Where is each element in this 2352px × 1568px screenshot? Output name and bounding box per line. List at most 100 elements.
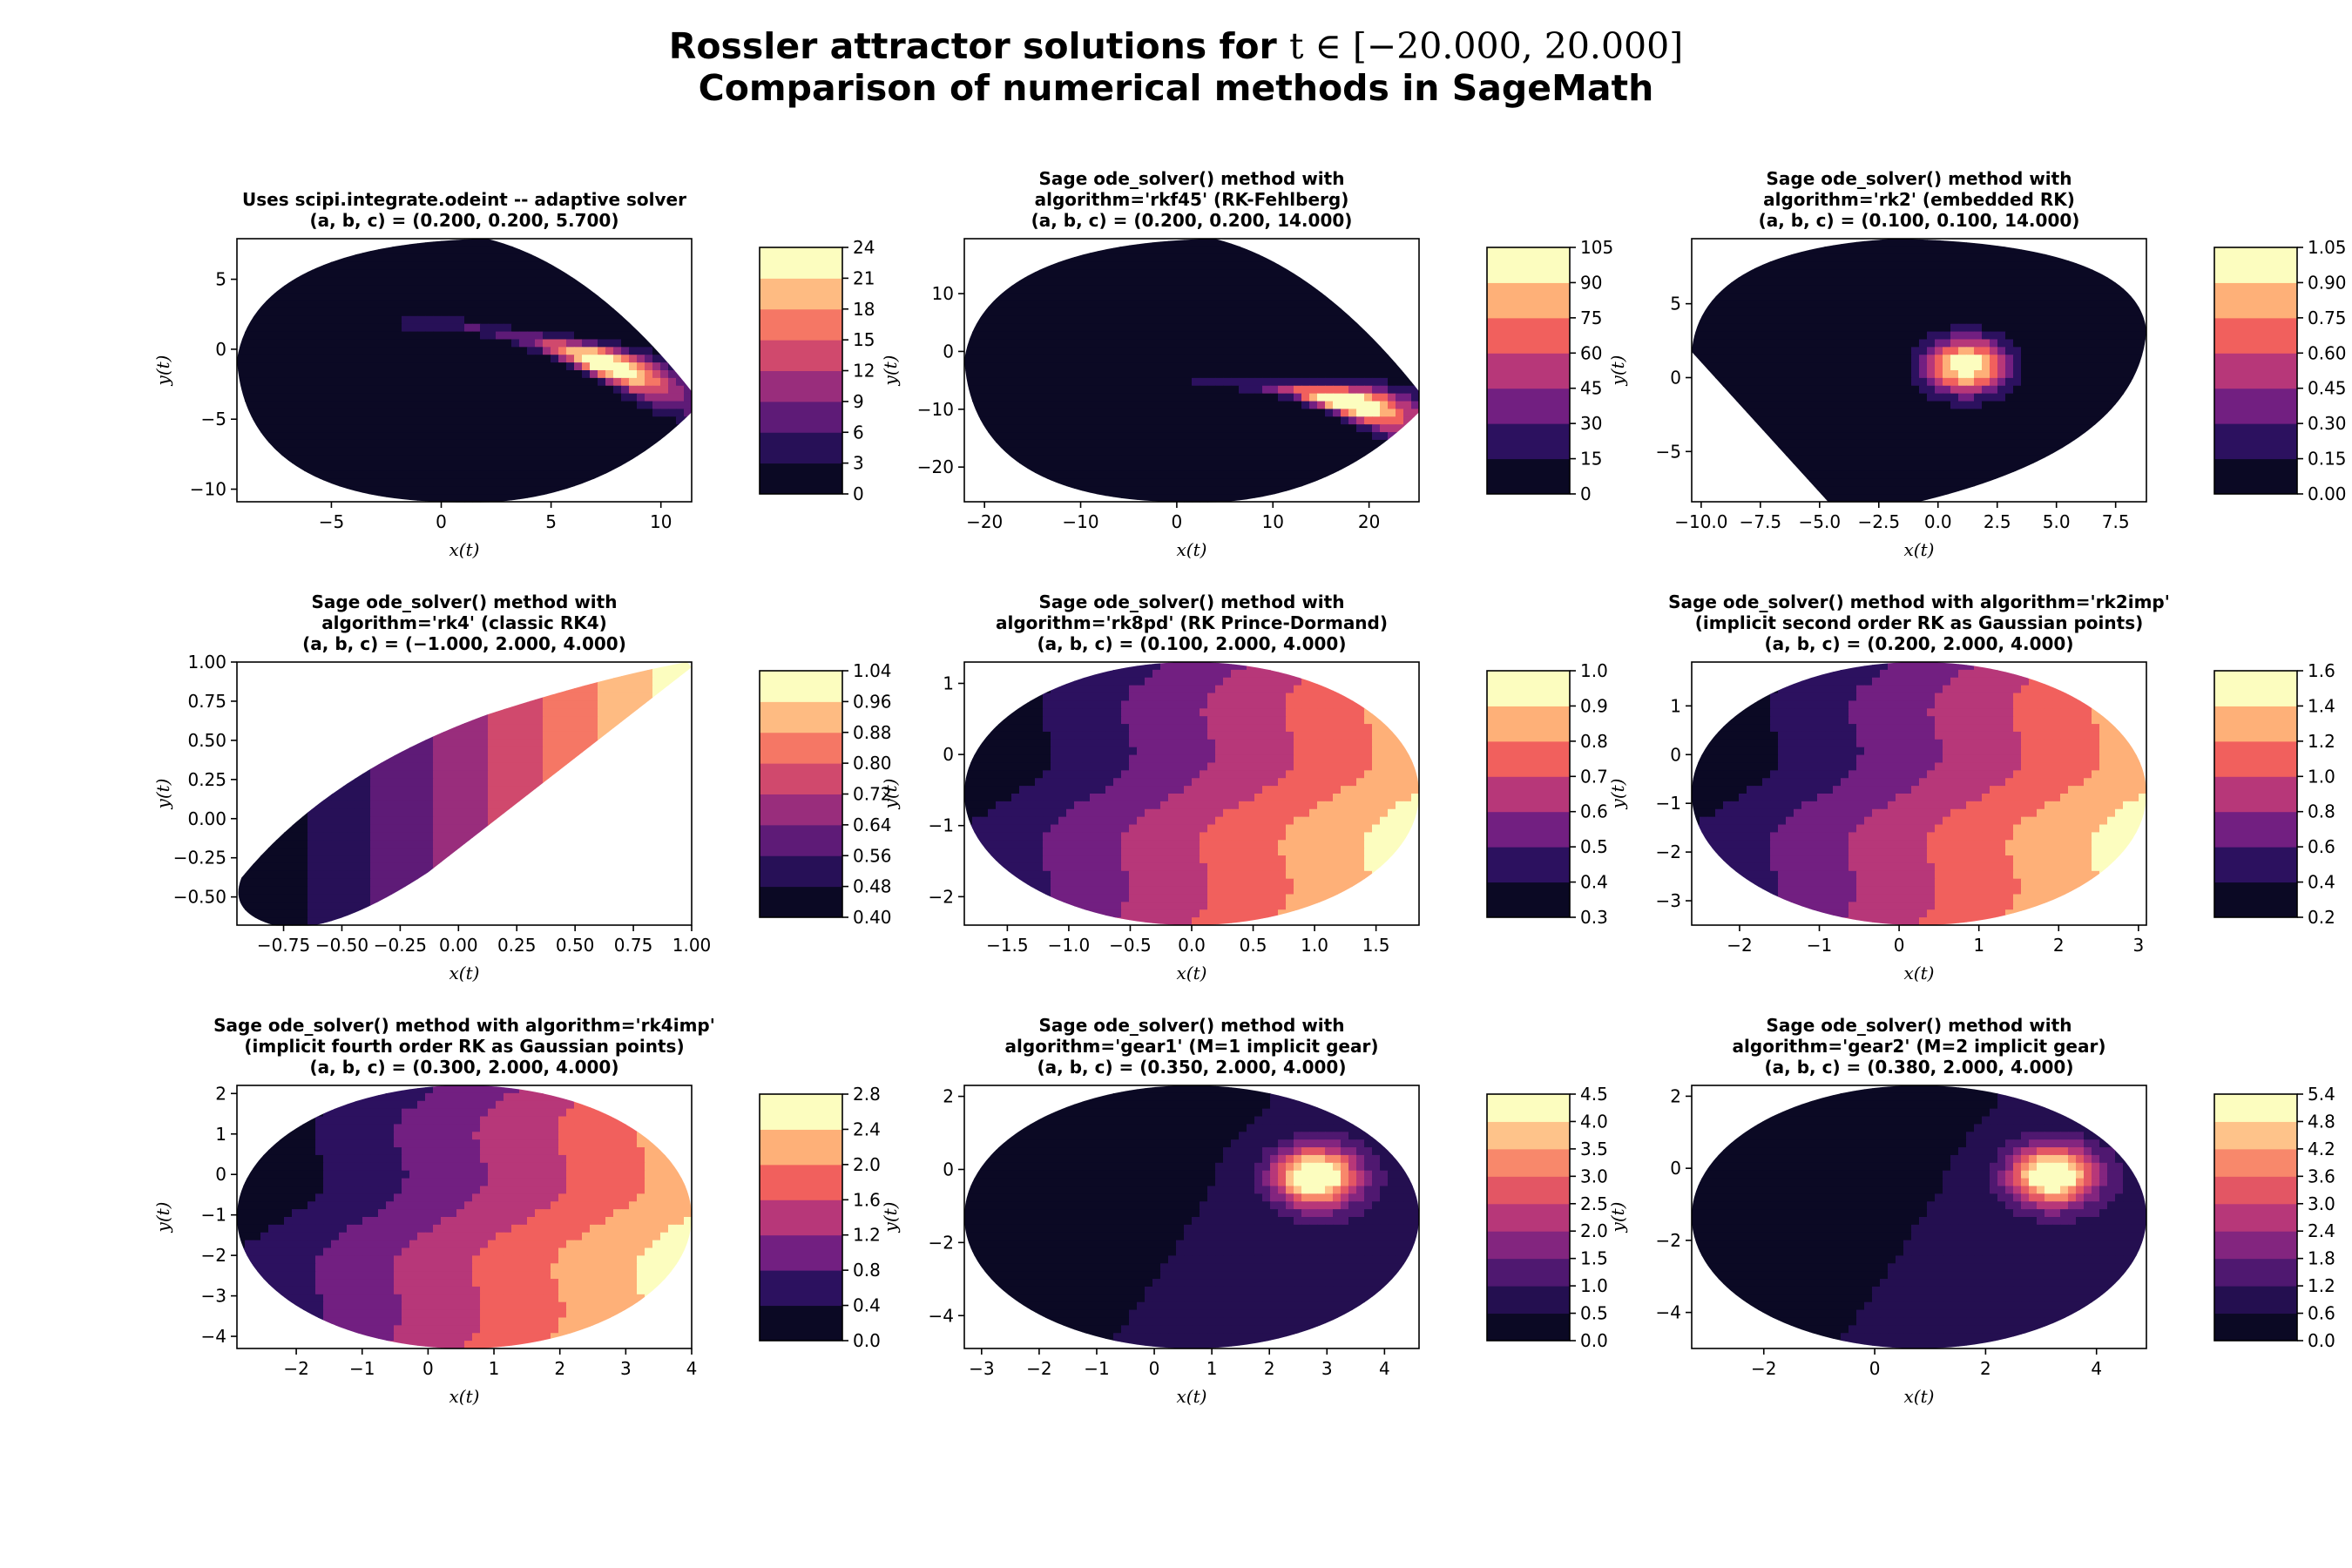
subplot-2: Sage ode_solver() method withalgorithm='… bbox=[880, 168, 1613, 560]
axes-frame bbox=[1691, 238, 2147, 503]
colorbar-tick-label: 0.0 bbox=[1580, 1330, 1608, 1351]
colorbar-band bbox=[2214, 671, 2297, 706]
x-tick-label: 0.50 bbox=[556, 935, 595, 956]
colorbar: 0.00 0.15 0.30 0.45 0.60 0.75 0.90 1.05 bbox=[2213, 237, 2347, 504]
y-tick-label: 0 bbox=[943, 341, 954, 362]
x-tick-label: −5 bbox=[319, 511, 344, 532]
subplot-9: Sage ode_solver() method withalgorithm='… bbox=[1607, 1015, 2335, 1407]
colorbar-tick-label: 0.90 bbox=[2308, 272, 2347, 293]
colorbar-tick-label: 0.30 bbox=[2308, 413, 2347, 434]
x-axis-label: x(t) bbox=[1904, 539, 1935, 560]
subplot-title-line: (a, b, c) = (0.100, 0.100, 14.000) bbox=[1759, 210, 2080, 231]
colorbar-band bbox=[1487, 847, 1570, 883]
y-tick-label: 0 bbox=[1670, 367, 1681, 388]
colorbar-tick-label: 0.56 bbox=[853, 845, 892, 866]
y-tick-label: −3 bbox=[1656, 890, 1681, 911]
y-tick-label: 5 bbox=[215, 269, 226, 290]
x-tick-label: 0.25 bbox=[497, 935, 537, 956]
x-tick-label: −2 bbox=[1727, 935, 1752, 956]
colorbar-tick-label: 1.4 bbox=[2308, 695, 2335, 716]
colorbar-band bbox=[2214, 740, 2297, 777]
y-tick-label: −0.25 bbox=[173, 848, 226, 868]
y-tick-label: 0.50 bbox=[187, 730, 226, 751]
x-tick-label: −1 bbox=[349, 1358, 375, 1379]
x-tick-label: −7.5 bbox=[1740, 511, 1782, 532]
x-tick-label: 0.75 bbox=[614, 935, 653, 956]
y-tick-label: 0.00 bbox=[187, 808, 226, 829]
colorbar-tick-label: 0.6 bbox=[2308, 836, 2335, 857]
colorbar-tick-label: 0.2 bbox=[2308, 907, 2335, 928]
colorbar-band bbox=[1487, 1176, 1570, 1205]
y-tick-label: −0.50 bbox=[173, 887, 226, 908]
colorbar-tick-label: 0.8 bbox=[853, 1260, 881, 1281]
y-tick-label: 1 bbox=[943, 672, 954, 693]
subplot-8: Sage ode_solver() method withalgorithm='… bbox=[880, 1015, 1608, 1407]
colorbar-band bbox=[2214, 458, 2297, 495]
x-axis-label: x(t) bbox=[449, 963, 480, 983]
y-tick-label: −10 bbox=[917, 399, 954, 420]
colorbar-tick-label: 3.6 bbox=[2308, 1166, 2335, 1186]
x-tick-label: 0 bbox=[436, 511, 447, 532]
colorbar-tick-label: 4.0 bbox=[1580, 1111, 1608, 1132]
colorbar-tick-label: 0.0 bbox=[853, 1330, 881, 1351]
colorbar-band bbox=[2214, 776, 2297, 813]
colorbar-band bbox=[1487, 317, 1570, 354]
colorbar-tick-label: 0.40 bbox=[853, 907, 892, 928]
colorbar-band bbox=[2214, 423, 2297, 460]
y-tick-label: 2 bbox=[943, 1086, 954, 1107]
colorbar-band bbox=[1487, 282, 1570, 319]
subplot-title-line: Sage ode_solver() method with bbox=[1039, 1015, 1345, 1036]
y-tick-label: 0 bbox=[1670, 744, 1681, 765]
x-tick-label: 0 bbox=[422, 1358, 434, 1379]
x-tick-label: 1 bbox=[1973, 935, 1984, 956]
x-tick-label: 5.0 bbox=[2043, 511, 2071, 532]
x-tick-label: 10 bbox=[1262, 511, 1284, 532]
colorbar-tick-label: 1.2 bbox=[853, 1225, 881, 1246]
y-axis-label: y(t) bbox=[1607, 1202, 1628, 1233]
y-axis-label: y(t) bbox=[1607, 355, 1628, 387]
colorbar-band bbox=[760, 701, 842, 733]
colorbar-band bbox=[2214, 1313, 2297, 1342]
x-tick-label: 0.0 bbox=[1178, 935, 1206, 956]
y-tick-label: 2 bbox=[1670, 1085, 1681, 1106]
contour-fill bbox=[237, 1085, 692, 1349]
colorbar-band bbox=[1487, 388, 1570, 424]
colorbar-tick-label: 15 bbox=[853, 329, 875, 350]
x-tick-label: 1.5 bbox=[1362, 935, 1390, 956]
figure-title-prefix: Rossler attractor solutions for bbox=[668, 25, 1289, 67]
x-tick-label: −0.5 bbox=[1109, 935, 1152, 956]
subplot-title-line: (a, b, c) = (0.200, 0.200, 5.700) bbox=[310, 210, 619, 231]
y-tick-label: 10 bbox=[932, 283, 954, 304]
colorbar-tick-label: 1.2 bbox=[2308, 731, 2335, 752]
contour-fill bbox=[238, 662, 693, 926]
subplot-title-line: Sage ode_solver() method with algorithm=… bbox=[1668, 591, 2170, 612]
colorbar-band bbox=[1487, 458, 1570, 495]
colorbar-tick-label: 18 bbox=[853, 299, 875, 320]
colorbar: 0.0 0.4 0.8 1.2 1.6 2.0 2.4 2.8 bbox=[759, 1084, 881, 1351]
subplot-title-line: algorithm='rk2' (embedded RK) bbox=[1763, 189, 2075, 210]
colorbar-tick-label: 0.8 bbox=[2308, 801, 2335, 822]
colorbar-tick-label: 0.45 bbox=[2308, 378, 2347, 399]
colorbar-tick-label: 75 bbox=[1580, 308, 1602, 328]
colorbar-band bbox=[1487, 671, 1570, 706]
colorbar-tick-label: 45 bbox=[1580, 378, 1602, 399]
colorbar-band bbox=[2214, 388, 2297, 424]
figure-title-line-1: Rossler attractor solutions for t ∈ [−20… bbox=[0, 24, 2352, 68]
x-tick-label: 1.0 bbox=[1301, 935, 1328, 956]
colorbar-tick-label: 0.0 bbox=[2308, 1330, 2335, 1351]
colorbar: 0.0 0.5 1.0 1.5 2.0 2.5 3.0 3.5 4.0 4.5 bbox=[1486, 1084, 1608, 1351]
x-axis-label: x(t) bbox=[1904, 963, 1935, 983]
colorbar-tick-label: 2.4 bbox=[2308, 1220, 2335, 1241]
colorbar-band bbox=[1487, 1313, 1570, 1342]
colorbar-tick-label: 2.8 bbox=[853, 1084, 881, 1105]
colorbar-band bbox=[2214, 1258, 2297, 1287]
x-tick-label: −2 bbox=[1751, 1358, 1776, 1379]
subplot-title-line: Uses scipi.integrate.odeint -- adaptive … bbox=[242, 189, 686, 210]
colorbar-band bbox=[2214, 1121, 2297, 1150]
x-tick-label: 4 bbox=[686, 1358, 698, 1379]
colorbar: 0.0 0.6 1.2 1.8 2.4 3.0 3.6 4.2 4.8 5.4 bbox=[2213, 1084, 2335, 1351]
colorbar-tick-label: 0.6 bbox=[1580, 801, 1608, 822]
colorbar-band bbox=[2214, 847, 2297, 883]
x-tick-label: 2 bbox=[1264, 1358, 1275, 1379]
contour-fill bbox=[1692, 662, 2146, 925]
